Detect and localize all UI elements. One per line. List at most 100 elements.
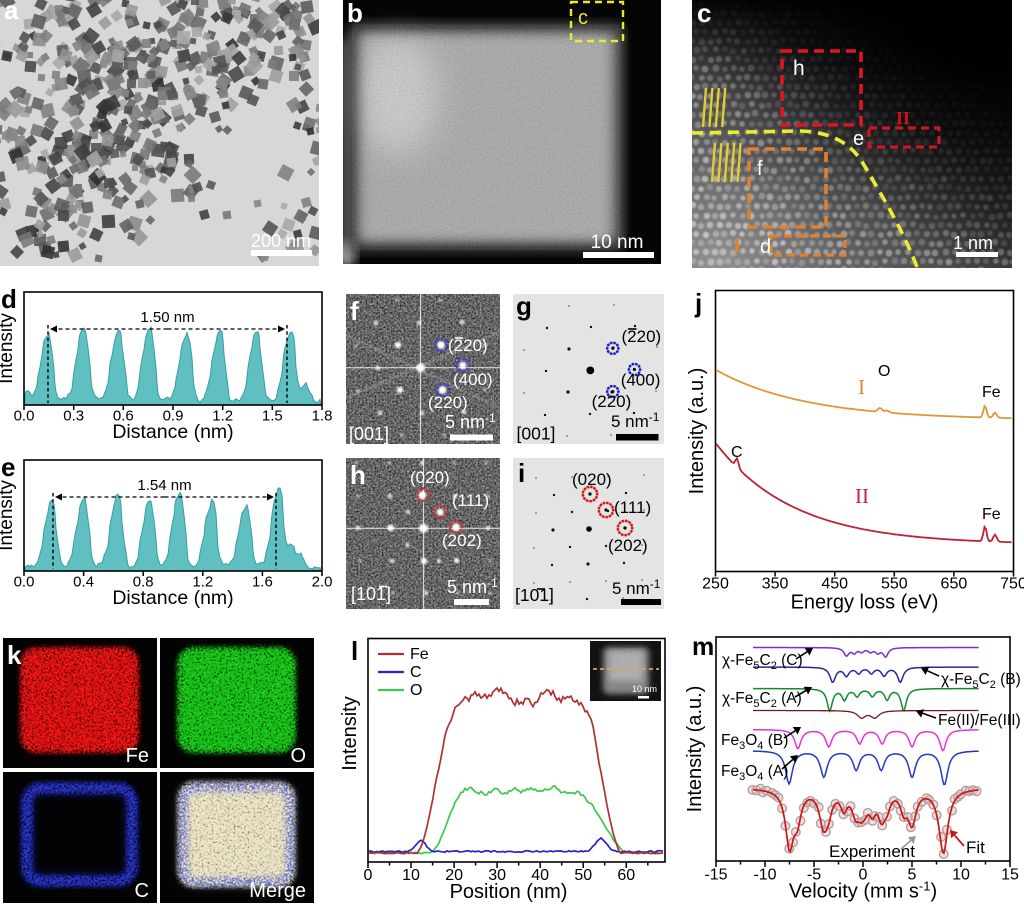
svg-text:I: I — [858, 375, 865, 399]
svg-text:(111): (111) — [614, 498, 651, 517]
svg-text:Distance (nm): Distance (nm) — [112, 421, 233, 443]
svg-text:(202): (202) — [442, 531, 482, 550]
svg-text:10: 10 — [952, 867, 970, 884]
svg-text:(202): (202) — [608, 536, 648, 555]
svg-text:[001]: [001] — [349, 424, 389, 444]
svg-text:e: e — [853, 128, 864, 150]
svg-text:O: O — [410, 682, 422, 699]
svg-text:c: c — [697, 0, 711, 28]
svg-text:Intensity (a.u.): Intensity (a.u.) — [684, 686, 706, 813]
svg-text:g: g — [516, 291, 532, 321]
svg-text:b: b — [347, 0, 363, 28]
svg-text:0.3: 0.3 — [63, 408, 84, 425]
svg-text:5 nm-1: 5 nm-1 — [611, 410, 660, 431]
svg-text:(400): (400) — [453, 370, 493, 389]
svg-text:Fe3O4 (A): Fe3O4 (A) — [721, 763, 788, 783]
svg-text:1.5: 1.5 — [262, 408, 283, 425]
svg-text:10 nm: 10 nm — [591, 232, 644, 253]
svg-text:20: 20 — [445, 867, 463, 884]
svg-text:a: a — [4, 0, 19, 25]
svg-text:d: d — [1, 284, 17, 314]
svg-text:C: C — [410, 664, 422, 681]
svg-text:0: 0 — [364, 867, 373, 884]
svg-text:450: 450 — [821, 576, 848, 593]
svg-text:Position (nm): Position (nm) — [450, 881, 568, 903]
svg-text:Fe(II)/Fe(III): Fe(II)/Fe(III) — [938, 712, 1021, 729]
svg-text:15: 15 — [1001, 867, 1019, 884]
svg-text:Fe: Fe — [126, 745, 149, 767]
svg-text:e: e — [1, 452, 15, 482]
svg-text:1.2: 1.2 — [212, 408, 233, 425]
svg-text:[101]: [101] — [351, 584, 391, 604]
svg-text:[001]: [001] — [517, 424, 556, 444]
svg-text:(020): (020) — [572, 470, 612, 489]
svg-text:1.8: 1.8 — [312, 408, 333, 425]
svg-text:Velocity (mm s-1): Velocity (mm s-1) — [789, 879, 937, 903]
svg-text:Fit: Fit — [966, 838, 985, 857]
svg-text:[101]: [101] — [515, 585, 554, 605]
svg-text:0.8: 0.8 — [133, 574, 154, 591]
svg-text:d: d — [760, 236, 771, 258]
svg-text:-10: -10 — [753, 867, 776, 884]
svg-text:c: c — [578, 7, 588, 29]
svg-text:-5: -5 — [807, 867, 821, 884]
svg-text:Fe3O4 (B): Fe3O4 (B) — [721, 732, 788, 752]
svg-text:0: 0 — [859, 867, 868, 884]
svg-text:(220): (220) — [592, 392, 632, 411]
svg-text:1 nm: 1 nm — [953, 233, 993, 253]
svg-text:χ-Fe5C2 (C): χ-Fe5C2 (C) — [722, 652, 803, 672]
svg-text:0.0: 0.0 — [14, 574, 35, 591]
svg-text:60: 60 — [617, 867, 635, 884]
svg-text:200 nm: 200 nm — [251, 231, 311, 251]
svg-text:C: C — [135, 880, 149, 902]
svg-text:Merge: Merge — [249, 880, 306, 902]
svg-text:550: 550 — [881, 576, 908, 593]
svg-text:Fe: Fe — [410, 646, 429, 663]
svg-text:1.2: 1.2 — [192, 574, 213, 591]
svg-text:Intensity: Intensity — [339, 696, 361, 770]
svg-text:0.9: 0.9 — [163, 408, 184, 425]
svg-text:Fe: Fe — [982, 506, 1001, 523]
svg-text:h: h — [350, 460, 366, 490]
svg-text:0.0: 0.0 — [14, 408, 35, 425]
svg-text:(020): (020) — [410, 468, 450, 487]
svg-text:50: 50 — [574, 867, 592, 884]
svg-text:(220): (220) — [622, 327, 662, 346]
svg-text:1.50 nm: 1.50 nm — [140, 309, 194, 326]
svg-text:30: 30 — [488, 867, 506, 884]
svg-text:40: 40 — [531, 867, 549, 884]
svg-text:Intensity (a.u.): Intensity (a.u.) — [686, 368, 708, 495]
svg-text:2.0: 2.0 — [312, 574, 333, 591]
svg-text:C: C — [731, 444, 743, 461]
svg-text:350: 350 — [762, 576, 789, 593]
svg-text:5 nm-1: 5 nm-1 — [612, 577, 661, 598]
svg-text:1.54 nm: 1.54 nm — [137, 477, 191, 494]
svg-text:II: II — [855, 484, 869, 508]
svg-text:10 nm: 10 nm — [632, 684, 657, 694]
svg-text:i: i — [518, 458, 525, 488]
svg-text:m: m — [692, 633, 714, 661]
svg-text:χ-Fe5C2 (A): χ-Fe5C2 (A) — [722, 690, 802, 710]
svg-text:(111): (111) — [452, 491, 489, 510]
svg-text:f: f — [757, 158, 763, 180]
svg-text:Experiment: Experiment — [829, 842, 915, 861]
svg-text:-15: -15 — [704, 867, 727, 884]
svg-text:650: 650 — [941, 576, 968, 593]
svg-text:Intensity: Intensity — [0, 480, 17, 551]
svg-text:χ-Fe5C2 (B): χ-Fe5C2 (B) — [941, 671, 1021, 691]
svg-text:(220): (220) — [428, 393, 468, 412]
svg-text:f: f — [350, 296, 359, 326]
svg-text:1.6: 1.6 — [252, 574, 273, 591]
svg-text:Energy loss (eV): Energy loss (eV) — [791, 592, 939, 614]
svg-text:5: 5 — [908, 867, 917, 884]
svg-text:k: k — [7, 640, 22, 670]
svg-text:750: 750 — [1000, 576, 1024, 593]
svg-text:j: j — [694, 288, 702, 318]
svg-text:0.6: 0.6 — [113, 408, 134, 425]
svg-text:0.4: 0.4 — [73, 574, 94, 591]
svg-text:II: II — [896, 108, 910, 128]
svg-text:l: l — [351, 636, 358, 666]
svg-text:5 nm-1: 5 nm-1 — [447, 576, 498, 597]
svg-text:Distance (nm): Distance (nm) — [112, 587, 233, 609]
svg-text:h: h — [793, 57, 805, 80]
